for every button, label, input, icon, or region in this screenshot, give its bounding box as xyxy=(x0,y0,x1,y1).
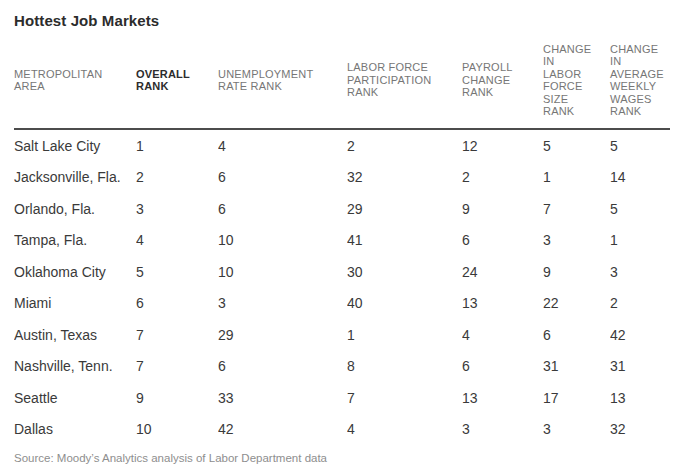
rank-cell: 5 xyxy=(610,129,670,162)
rank-cell: 3 xyxy=(218,288,347,320)
rank-cell: 31 xyxy=(610,351,670,383)
metro-area-cell: Nashville, Tenn. xyxy=(14,351,136,383)
page-title: Hottest Job Markets xyxy=(14,13,670,29)
col-header-change-avg-weekly-wages-rank: CHANGE IN AVERAGE WEEKLY WAGES RANK xyxy=(610,38,670,129)
rank-cell: 30 xyxy=(347,256,462,288)
table-row-austin: Austin, Texas 7 29 1 4 6 42 xyxy=(14,319,670,351)
col-header-unemployment-rate-rank: UNEMPLOYMENT RATE RANK xyxy=(218,38,347,129)
rank-cell: 4 xyxy=(136,225,218,257)
table-row-orlando: Orlando, Fla. 3 6 29 9 7 5 xyxy=(14,193,670,225)
rank-cell: 9 xyxy=(136,382,218,414)
metro-area-cell: Tampa, Fla. xyxy=(14,225,136,257)
source-note: Source: Moody’s Analytics analysis of La… xyxy=(14,452,670,465)
table-body: Salt Lake City 1 4 2 12 5 5 Jacksonville… xyxy=(14,129,670,445)
metro-area-cell: Oklahoma City xyxy=(14,256,136,288)
rank-cell: 5 xyxy=(136,256,218,288)
table-row-oklahoma-city: Oklahoma City 5 10 30 24 9 3 xyxy=(14,256,670,288)
rank-cell: 29 xyxy=(347,193,462,225)
rank-cell: 1 xyxy=(136,129,218,162)
rank-cell: 9 xyxy=(543,256,610,288)
rank-cell: 7 xyxy=(543,193,610,225)
rank-cell: 10 xyxy=(218,225,347,257)
rank-cell: 3 xyxy=(136,193,218,225)
rank-cell: 10 xyxy=(218,256,347,288)
rank-cell: 7 xyxy=(347,382,462,414)
rank-cell: 5 xyxy=(610,193,670,225)
rank-cell: 22 xyxy=(543,288,610,320)
col-header-metropolitan-area: METROPOLITAN AREA xyxy=(14,38,136,129)
rank-cell: 6 xyxy=(136,288,218,320)
rank-cell: 4 xyxy=(462,319,543,351)
rank-cell: 29 xyxy=(218,319,347,351)
rank-cell: 6 xyxy=(218,162,347,194)
rank-cell: 3 xyxy=(462,414,543,446)
col-header-payroll-change-rank: PAYROLL CHANGE RANK xyxy=(462,38,543,129)
rank-cell: 7 xyxy=(136,319,218,351)
rank-cell: 2 xyxy=(136,162,218,194)
col-header-overall-rank: OVERALL RANK xyxy=(136,38,218,129)
metro-area-cell: Salt Lake City xyxy=(14,129,136,162)
rank-cell: 2 xyxy=(462,162,543,194)
table-row-jacksonville: Jacksonville, Fla. 2 6 32 2 1 14 xyxy=(14,162,670,194)
rank-cell: 7 xyxy=(136,351,218,383)
metro-area-cell: Seattle xyxy=(14,382,136,414)
metro-area-cell: Jacksonville, Fla. xyxy=(14,162,136,194)
rank-cell: 4 xyxy=(347,414,462,446)
rank-cell: 1 xyxy=(610,225,670,257)
rank-cell: 24 xyxy=(462,256,543,288)
rank-cell: 40 xyxy=(347,288,462,320)
rank-cell: 6 xyxy=(462,351,543,383)
table-row-seattle: Seattle 9 33 7 13 17 13 xyxy=(14,382,670,414)
rank-cell: 1 xyxy=(347,319,462,351)
rank-cell: 3 xyxy=(610,256,670,288)
rank-cell: 42 xyxy=(610,319,670,351)
rank-cell: 6 xyxy=(462,225,543,257)
rank-cell: 3 xyxy=(543,414,610,446)
rank-cell: 1 xyxy=(543,162,610,194)
col-header-change-labor-force-size-rank: CHANGE IN LABOR FORCE SIZE RANK xyxy=(543,38,610,129)
rank-cell: 2 xyxy=(610,288,670,320)
rank-cell: 42 xyxy=(218,414,347,446)
rank-cell: 6 xyxy=(218,193,347,225)
table-row-dallas: Dallas 10 42 4 3 3 32 xyxy=(14,414,670,446)
rank-cell: 13 xyxy=(462,288,543,320)
metro-area-cell: Dallas xyxy=(14,414,136,446)
rank-cell: 4 xyxy=(218,129,347,162)
rank-cell: 41 xyxy=(347,225,462,257)
rank-cell: 9 xyxy=(462,193,543,225)
rank-cell: 31 xyxy=(543,351,610,383)
metro-area-cell: Orlando, Fla. xyxy=(14,193,136,225)
rank-cell: 13 xyxy=(462,382,543,414)
table-row-nashville: Nashville, Tenn. 7 6 8 6 31 31 xyxy=(14,351,670,383)
rank-cell: 32 xyxy=(347,162,462,194)
metro-area-cell: Austin, Texas xyxy=(14,319,136,351)
table-row-salt-lake-city: Salt Lake City 1 4 2 12 5 5 xyxy=(14,129,670,162)
rank-cell: 3 xyxy=(543,225,610,257)
rank-cell: 6 xyxy=(218,351,347,383)
table-header: METROPOLITAN AREA OVERALL RANK UNEMPLOYM… xyxy=(14,38,670,129)
rank-cell: 17 xyxy=(543,382,610,414)
rank-cell: 14 xyxy=(610,162,670,194)
table-header-row: METROPOLITAN AREA OVERALL RANK UNEMPLOYM… xyxy=(14,38,670,129)
rank-cell: 10 xyxy=(136,414,218,446)
rank-cell: 13 xyxy=(610,382,670,414)
rank-cell: 6 xyxy=(543,319,610,351)
rank-cell: 5 xyxy=(543,129,610,162)
rank-cell: 32 xyxy=(610,414,670,446)
job-markets-table: METROPOLITAN AREA OVERALL RANK UNEMPLOYM… xyxy=(14,38,670,445)
rank-cell: 2 xyxy=(347,129,462,162)
col-header-labor-force-participation-rank: LABOR FORCE PARTICIPATION RANK xyxy=(347,38,462,129)
table-row-tampa: Tampa, Fla. 4 10 41 6 3 1 xyxy=(14,225,670,257)
rank-cell: 33 xyxy=(218,382,347,414)
table-row-miami: Miami 6 3 40 13 22 2 xyxy=(14,288,670,320)
rank-cell: 12 xyxy=(462,129,543,162)
metro-area-cell: Miami xyxy=(14,288,136,320)
job-markets-graphic: Hottest Job Markets METROPOLITAN AREA OV… xyxy=(0,0,680,465)
rank-cell: 8 xyxy=(347,351,462,383)
